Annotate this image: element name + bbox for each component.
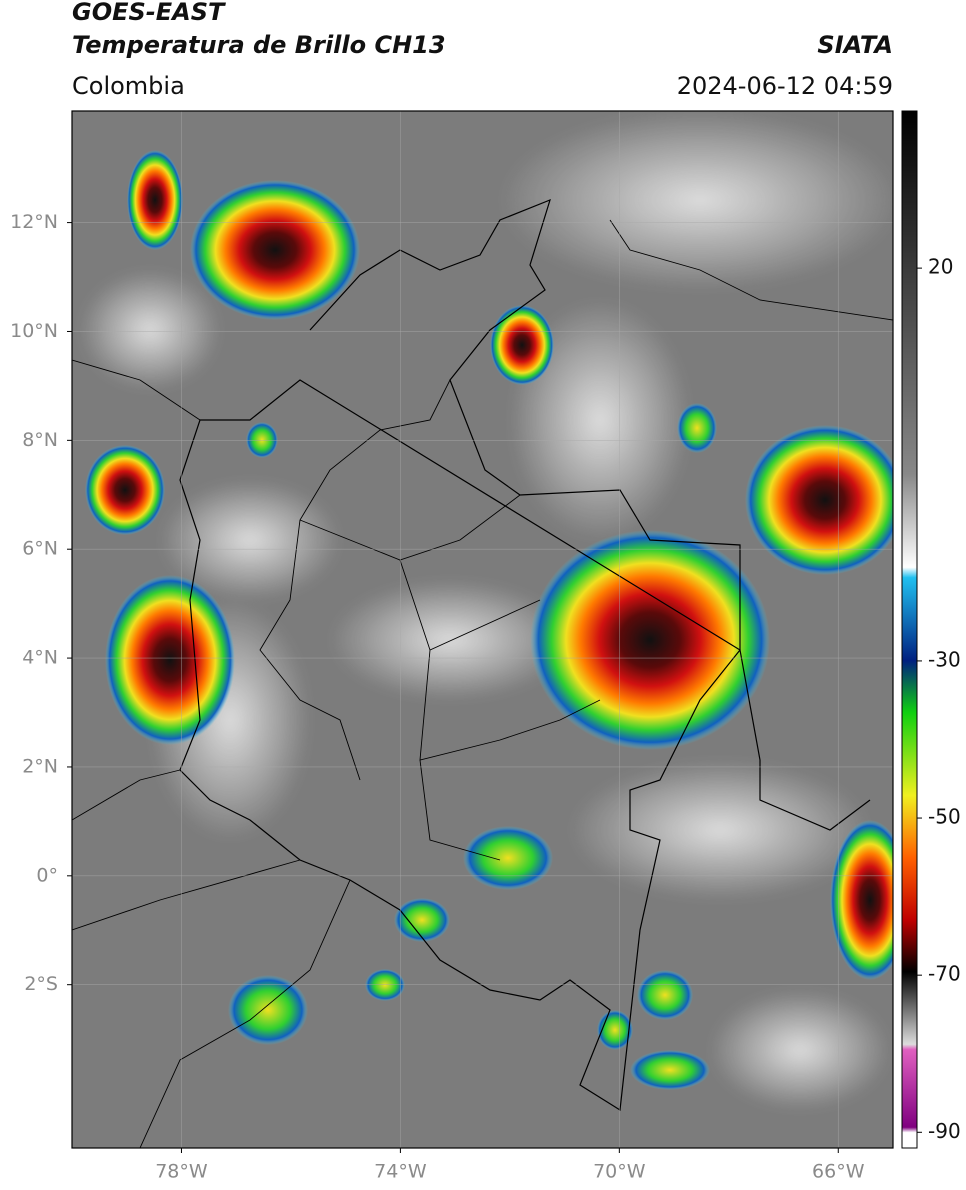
x-tick-label: 70°W xyxy=(593,1161,646,1183)
colorbar-tick-label: -50 xyxy=(928,805,961,829)
region: Colombia xyxy=(72,72,185,100)
x-tick-label: 78°W xyxy=(155,1161,208,1183)
source: SIATA xyxy=(817,31,893,59)
colorbar-tick-label: -30 xyxy=(928,647,961,671)
timestamp: 2024-06-12 04:59 xyxy=(677,72,893,100)
map-frame xyxy=(71,110,894,1149)
colorbar-tick-label: 20 xyxy=(928,255,953,279)
colorbar-tick-label: -70 xyxy=(928,962,961,986)
colorbar xyxy=(901,110,918,1149)
y-tick-label: 8°N xyxy=(22,429,58,451)
graticule xyxy=(72,111,893,1148)
y-tick-label: 10°N xyxy=(10,320,58,342)
x-tick-label: 74°W xyxy=(374,1161,427,1183)
title: Temperatura de Brillo CH13 xyxy=(72,31,446,59)
title: GOES-EAST xyxy=(72,0,226,26)
y-tick-label: 12°N xyxy=(10,211,58,233)
y-tick-label: 2°S xyxy=(24,973,58,995)
y-tick-label: 4°N xyxy=(22,647,58,669)
y-tick-label: 2°N xyxy=(22,755,58,777)
x-tick-label: 66°W xyxy=(812,1161,865,1183)
satellite-image xyxy=(72,111,893,1148)
y-tick-label: 0° xyxy=(36,864,58,886)
y-tick-label: 6°N xyxy=(22,538,58,560)
colorbar-tick-label: -90 xyxy=(928,1119,961,1143)
